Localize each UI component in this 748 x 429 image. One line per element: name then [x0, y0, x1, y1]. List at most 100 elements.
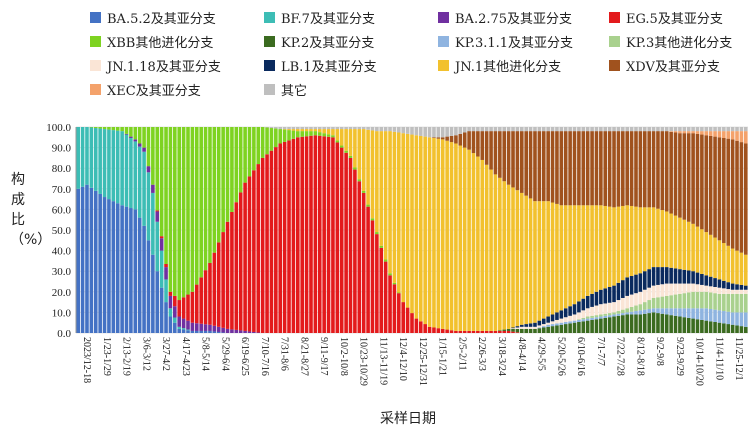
- legend-item: KP.3其他进化分支: [609, 32, 732, 51]
- bar-segment: [282, 141, 287, 333]
- y-tick-label: 20.0: [52, 287, 72, 299]
- bar-segment: [208, 127, 212, 263]
- bar-segment: [344, 129, 348, 151]
- bar-segment: [146, 172, 151, 241]
- bar-segment: [695, 226, 700, 273]
- bar-segment: [440, 137, 445, 140]
- bar-segment: [344, 127, 348, 130]
- bar-segment: [686, 292, 691, 309]
- x-tick-label: 4/17-4/23: [180, 337, 191, 376]
- bar-segment: [238, 330, 243, 333]
- bar-segment: [695, 284, 700, 292]
- bar-segment: [695, 308, 700, 320]
- y-tick-label: 10.0: [52, 307, 72, 319]
- bar-segment: [682, 308, 687, 318]
- bar-segment: [353, 167, 357, 170]
- bar-segment: [533, 326, 537, 329]
- bar-segment: [111, 127, 116, 131]
- bar-segment: [155, 221, 160, 272]
- bar-segment: [695, 319, 700, 333]
- bar-segment: [621, 309, 625, 314]
- bar-segment: [339, 129, 344, 146]
- bar-segment: [555, 203, 559, 313]
- bar-segment: [181, 329, 186, 333]
- bar-segment: [664, 308, 669, 315]
- bar-segment: [93, 127, 98, 129]
- bar-segment: [511, 187, 515, 328]
- bar-segment: [511, 331, 515, 333]
- bar-segment: [599, 318, 603, 333]
- bar-segment: [739, 312, 744, 327]
- bar-segment: [559, 324, 564, 333]
- bar-segment: [414, 318, 419, 333]
- bar-segment: [559, 131, 564, 206]
- bar-segment: [80, 186, 85, 333]
- bar-segment: [476, 330, 480, 333]
- bar-segment: [730, 131, 735, 140]
- bar-segment: [612, 316, 616, 333]
- bar-segment: [511, 131, 515, 188]
- bar-segment: [331, 129, 335, 136]
- bar-segment: [616, 206, 621, 283]
- bar-segment: [524, 195, 528, 325]
- bar-segment: [647, 127, 651, 132]
- bar-segment: [489, 131, 493, 170]
- bar-segment: [634, 314, 638, 333]
- bar-segment: [625, 312, 630, 315]
- bar-segment: [89, 127, 94, 128]
- bar-segment: [146, 240, 151, 333]
- bar-segment: [730, 248, 735, 284]
- bar-segment: [300, 136, 304, 333]
- bar-segment: [713, 309, 717, 323]
- bar-segment: [291, 129, 296, 131]
- bar-segment: [462, 132, 467, 148]
- bar-segment: [651, 131, 656, 208]
- legend-label: BF.7及其亚分支: [281, 12, 375, 27]
- bar-segment: [717, 131, 722, 138]
- bar-segment: [550, 314, 555, 322]
- bar-segment: [686, 317, 691, 333]
- bar-segment: [708, 127, 713, 132]
- bar-segment: [717, 287, 722, 294]
- bar-segment: [744, 254, 748, 286]
- bar-segment: [515, 326, 520, 328]
- bar-segment: [440, 127, 445, 138]
- bar-segment: [410, 313, 414, 333]
- bar-segment: [234, 202, 239, 330]
- bar-segment: [449, 127, 454, 136]
- bar-segment: [383, 131, 388, 260]
- bar-segment: [225, 328, 230, 333]
- bar-segment: [651, 207, 656, 268]
- bar-segment: [713, 278, 717, 287]
- bar-segment: [142, 147, 146, 152]
- x-tick-label: 4/29-5/5: [536, 337, 547, 371]
- bar-segment: [722, 137, 726, 244]
- bar-segment: [629, 127, 634, 132]
- bar-segment: [203, 330, 208, 333]
- bar-segment: [155, 127, 160, 211]
- bar-segment: [405, 307, 410, 333]
- bar-segment: [682, 127, 687, 132]
- bar-segment: [528, 326, 533, 329]
- bar-segment: [238, 192, 243, 331]
- bar-segment: [142, 225, 146, 333]
- bar-segment: [669, 131, 673, 214]
- bar-segment: [555, 131, 559, 204]
- bar-segment: [379, 127, 384, 132]
- bar-segment: [651, 285, 656, 298]
- bar-segment: [427, 326, 432, 333]
- bar-segment: [660, 210, 665, 268]
- bar-segment: [559, 322, 564, 325]
- bar-segment: [612, 314, 616, 317]
- bar-segment: [660, 313, 665, 333]
- bar-segment: [669, 308, 673, 316]
- bar-segment: [203, 270, 208, 325]
- bar-segment: [506, 131, 511, 185]
- bar-segment: [686, 133, 691, 222]
- bar-segment: [155, 210, 160, 212]
- bar-segment: [656, 127, 660, 132]
- bar-segment: [660, 308, 665, 314]
- bar-segment: [375, 131, 379, 233]
- bar-segment: [322, 127, 326, 130]
